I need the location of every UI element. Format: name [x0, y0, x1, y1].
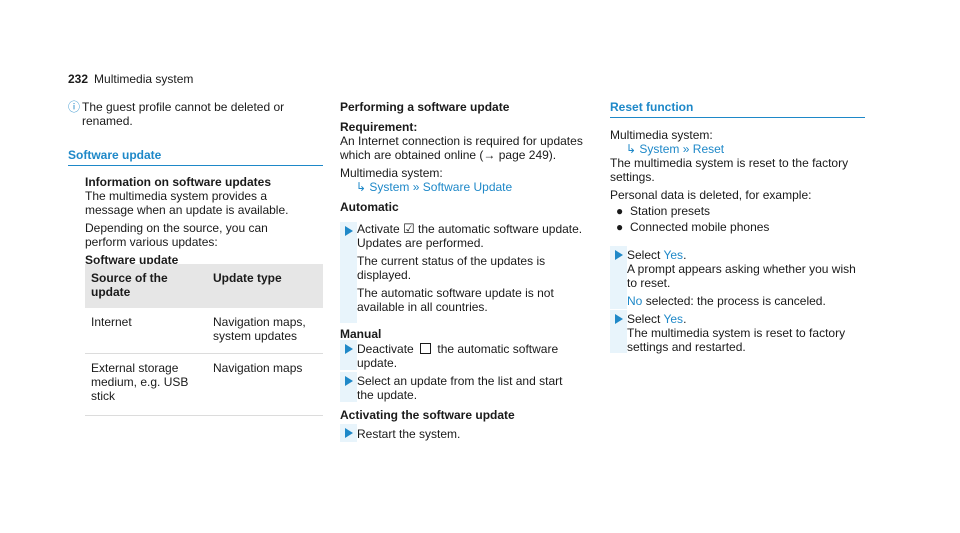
auto-step-result: Updates are performed.	[357, 236, 484, 250]
path-intro: Multimedia system:	[340, 166, 443, 180]
auto-step-content: Activate ☑ the automatic software update…	[357, 221, 592, 315]
checkbox-empty-icon	[420, 343, 432, 354]
manual-step-1: Deactivate the automatic software update…	[357, 342, 577, 370]
section-header-reset: Reset function	[610, 100, 865, 118]
list-item-text: Connected mobile phones	[630, 220, 770, 234]
step-marker	[610, 246, 627, 309]
table-row: Internet Navigation maps, system updates	[85, 308, 323, 354]
reset-step-1: Select Yes. A prompt appears asking whet…	[627, 248, 856, 308]
reset-result-text: The multimedia system is reset to factor…	[627, 326, 846, 354]
auto-step-activate: Activate	[357, 222, 400, 236]
path-item-system: System	[639, 142, 680, 156]
step-marker	[610, 310, 627, 353]
no-result-text: selected: the process is canceled.	[645, 294, 826, 308]
manual-deactivate: Deactivate	[357, 342, 414, 356]
table-caption: Software update	[85, 253, 179, 267]
section-title: Software update	[68, 148, 162, 162]
activating-step: Restart the system.	[357, 427, 461, 441]
step-marker	[340, 424, 357, 442]
info-text: The multimedia system provides a message…	[85, 189, 289, 217]
step-arrow-icon	[345, 376, 353, 386]
path-item-system: System	[369, 180, 410, 194]
page-title: Multimedia system	[94, 72, 194, 86]
path-return-arrow-icon: ↳	[626, 142, 637, 156]
step-arrow-icon	[615, 314, 623, 324]
step-marker	[340, 372, 357, 402]
menu-path: ↳ System » Software Update	[340, 180, 590, 194]
auto-unavailable-text: The automatic software update is not ava…	[357, 286, 554, 314]
option-yes: Yes	[663, 248, 684, 262]
path-item-software-update: Software Update	[422, 180, 513, 194]
column-1: ⓘ The guest profile cannot be deleted or…	[68, 100, 323, 267]
bullet-icon: ●	[616, 220, 624, 234]
manual-step-2: Select an update from the list and start…	[357, 374, 563, 402]
performing-heading: Performing a software update	[340, 100, 510, 114]
reset-body: Multimedia system: ↳ System » Reset The …	[610, 128, 865, 234]
reset-step-2: Select Yes. The multimedia system is res…	[627, 312, 857, 354]
path-return-arrow-icon: ↳	[356, 180, 367, 194]
activating-label: Activating the software update	[340, 408, 515, 422]
software-update-body: Information on software updates The mult…	[68, 175, 323, 267]
list-item-text: Station presets	[630, 204, 711, 218]
prompt-text: A prompt appears asking whether you wish…	[627, 262, 856, 290]
info-icon: ⓘ	[68, 100, 81, 114]
table-header-row: Source of the update Update type	[85, 264, 323, 308]
menu-path: ↳ System » Reset	[610, 142, 865, 156]
double-chevron-icon: »	[682, 142, 690, 156]
path-item-reset: Reset	[692, 142, 725, 156]
table-cell: Internet	[85, 308, 207, 354]
requirement-text: An Internet connection is required for u…	[340, 134, 583, 162]
section-title-reset: Reset function	[610, 100, 694, 114]
list-item: ● Station presets	[610, 204, 865, 218]
list-item: ● Connected mobile phones	[610, 220, 865, 234]
software-update-table: Source of the update Update type Interne…	[85, 264, 323, 416]
auto-step-text: the automatic software update.	[418, 222, 583, 236]
note-block: ⓘ The guest profile cannot be deleted or…	[68, 100, 323, 128]
step-arrow-icon	[345, 344, 353, 354]
table-cell: Navigation maps	[207, 353, 323, 416]
bullet-icon: ●	[616, 204, 624, 218]
manual-label: Manual	[340, 327, 382, 341]
table-cell: Navigation maps, system updates	[207, 308, 323, 354]
option-no: No	[627, 294, 643, 308]
note-text: The guest profile cannot be deleted or r…	[82, 100, 285, 128]
depending-text: Depending on the source, you can perform…	[85, 221, 268, 249]
step-arrow-icon	[615, 250, 623, 260]
table-header-source: Source of the update	[85, 264, 207, 308]
column-3: Reset function Multimedia system: ↳ Syst…	[610, 100, 865, 234]
option-yes: Yes	[663, 312, 684, 326]
requirement-label: Requirement:	[340, 120, 418, 134]
path-intro: Multimedia system:	[610, 128, 713, 142]
table-row: External storage medium, e.g. USB stick …	[85, 353, 323, 416]
table-cell: External storage medium, e.g. USB stick	[85, 353, 207, 416]
personal-data-text: Personal data is deleted, for example:	[610, 188, 812, 202]
select-text: Select	[627, 312, 661, 326]
reset-text: The multimedia system is reset to the fa…	[610, 156, 849, 184]
page-header: 232 Multimedia system	[68, 72, 193, 86]
automatic-label: Automatic	[340, 200, 399, 214]
info-heading: Information on software updates	[85, 175, 272, 189]
step-marker	[340, 340, 357, 370]
table-header-type: Update type	[207, 264, 323, 308]
checkbox-checked-icon: ☑	[403, 221, 415, 236]
step-arrow-icon	[345, 226, 353, 236]
page-number: 232	[68, 72, 89, 86]
manual-step-text: the automatic software update.	[357, 342, 559, 370]
section-header-software-update: Software update	[68, 148, 323, 166]
select-text: Select	[627, 248, 661, 262]
step-arrow-icon	[345, 428, 353, 438]
double-chevron-icon: »	[412, 180, 420, 194]
column-2: Performing a software update Requirement…	[340, 100, 590, 214]
step-marker	[340, 222, 357, 323]
auto-status-text: The current status of the updates is dis…	[357, 254, 546, 282]
